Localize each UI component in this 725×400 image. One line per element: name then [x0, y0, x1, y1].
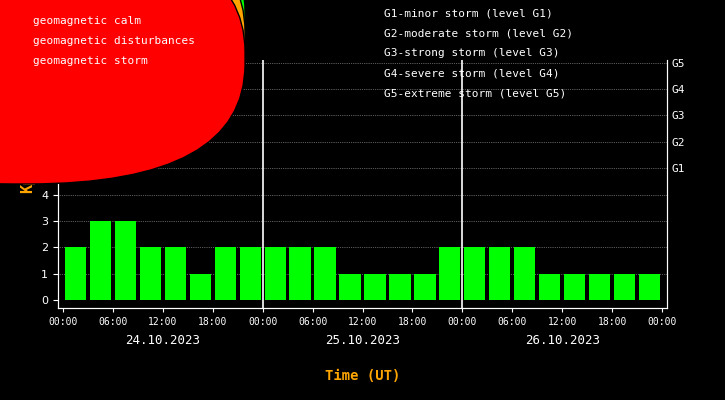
Bar	[464, 247, 486, 300]
Text: G5-extreme storm (level G5): G5-extreme storm (level G5)	[384, 88, 566, 98]
Bar	[589, 274, 610, 300]
Bar	[115, 221, 136, 300]
Bar	[65, 247, 86, 300]
Bar	[165, 247, 186, 300]
Bar	[215, 247, 236, 300]
Bar	[140, 247, 161, 300]
Text: G1-minor storm (level G1): G1-minor storm (level G1)	[384, 8, 553, 18]
Text: geomagnetic calm: geomagnetic calm	[33, 16, 141, 26]
Text: 26.10.2023: 26.10.2023	[525, 334, 600, 347]
Bar	[289, 247, 311, 300]
Bar	[514, 247, 535, 300]
Bar	[90, 221, 111, 300]
Bar	[614, 274, 635, 300]
Text: 24.10.2023: 24.10.2023	[125, 334, 200, 347]
Bar	[365, 274, 386, 300]
Bar	[489, 247, 510, 300]
Bar	[389, 274, 410, 300]
Bar	[315, 247, 336, 300]
Text: geomagnetic disturbances: geomagnetic disturbances	[33, 36, 194, 46]
Text: geomagnetic storm: geomagnetic storm	[33, 56, 147, 66]
Text: G3-strong storm (level G3): G3-strong storm (level G3)	[384, 48, 560, 58]
Y-axis label: Kp: Kp	[20, 175, 36, 193]
Bar	[190, 274, 211, 300]
Bar	[265, 247, 286, 300]
Bar	[564, 274, 585, 300]
Text: Time (UT): Time (UT)	[325, 369, 400, 383]
Bar	[239, 247, 261, 300]
Text: G2-moderate storm (level G2): G2-moderate storm (level G2)	[384, 28, 573, 38]
Bar	[414, 274, 436, 300]
Bar	[639, 274, 660, 300]
Bar	[339, 274, 360, 300]
Text: 25.10.2023: 25.10.2023	[325, 334, 400, 347]
Text: G4-severe storm (level G4): G4-severe storm (level G4)	[384, 68, 560, 78]
Bar	[439, 247, 460, 300]
Bar	[539, 274, 560, 300]
